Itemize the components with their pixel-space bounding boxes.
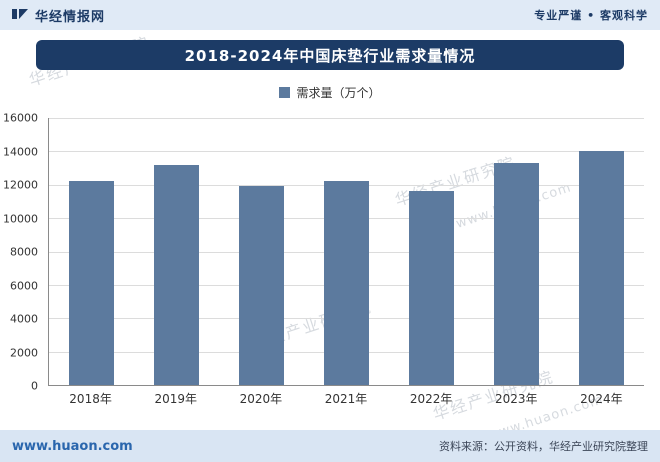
x-tick-label: 2018年	[69, 392, 112, 406]
legend: 需求量（万个）	[0, 84, 660, 101]
x-tick-label: 2020年	[239, 392, 283, 406]
footer-bar: www.huaon.com 资料来源：公开资料，华经产业研究院整理	[0, 430, 660, 462]
slogan: 专业严谨 • 客观科学	[534, 9, 648, 22]
y-axis-labels: 0 2000 4000 6000 8000 10000 12000 14000 16000	[0, 112, 44, 393]
bar-2023年	[494, 163, 539, 385]
y-tick-label: 4000	[10, 312, 38, 326]
x-tick-label: 2022年	[409, 392, 453, 406]
y-tick-label: 10000	[3, 212, 38, 225]
y-tick-label: 14000	[3, 145, 38, 158]
brand-logo-icon	[12, 6, 29, 25]
x-axis-labels: 2018年 2019年 2020年 2021年 2022年 2023年 2024年	[48, 390, 644, 407]
bar-2021年	[324, 181, 369, 385]
x-tick-label: 2021年	[324, 392, 368, 406]
brand: 华经情报网	[12, 6, 105, 25]
plot-area	[48, 118, 644, 386]
legend-label: 需求量（万个）	[296, 86, 381, 100]
bar-2024年	[579, 151, 624, 385]
y-tick-label: 0	[31, 379, 38, 393]
legend-swatch	[279, 87, 291, 98]
bar-2022年	[409, 191, 454, 385]
bar-column	[389, 118, 474, 385]
y-tick-label: 6000	[10, 279, 38, 292]
bar-2018年	[69, 181, 114, 385]
bar-column	[559, 118, 644, 385]
bar-column	[474, 118, 559, 385]
bar-column	[49, 118, 134, 385]
top-bar: 华经情报网 专业严谨 • 客观科学	[0, 0, 660, 30]
x-tick-label: 2019年	[154, 392, 197, 406]
gridline	[49, 118, 644, 119]
bar-column	[304, 118, 389, 385]
footer-site-link[interactable]: www.huaon.com	[12, 438, 133, 454]
y-tick-label: 12000	[3, 178, 38, 192]
footer-source: 资料来源：公开资料，华经产业研究院整理	[439, 440, 648, 453]
chart-title: 2018-2024年中国床垫行业需求量情况	[184, 46, 476, 65]
y-tick-label: 8000	[10, 245, 38, 259]
x-tick-label: 2023年	[495, 392, 538, 406]
gridline	[49, 151, 644, 153]
x-tick-label: 2024年	[580, 392, 623, 406]
chart-title-bar: 2018-2024年中国床垫行业需求量情况	[36, 40, 624, 70]
brand-name: 华经情报网	[35, 9, 106, 25]
bar-column	[219, 118, 304, 385]
bar-2019年	[154, 164, 199, 385]
bar-2020年	[239, 186, 284, 385]
bar-column	[134, 118, 219, 385]
y-tick-label: 16000	[3, 111, 38, 125]
y-tick-label: 2000	[10, 346, 38, 359]
